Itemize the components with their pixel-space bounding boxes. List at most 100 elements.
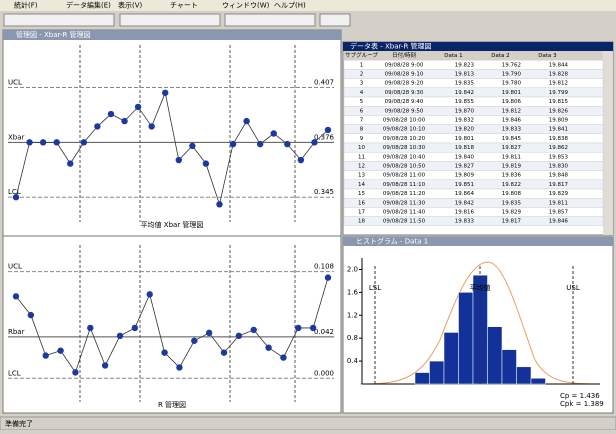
spec-label: 平均値 (470, 283, 491, 292)
column-header: Data 3 (538, 53, 557, 59)
scrollbar[interactable] (603, 51, 613, 235)
table-cell: 2 (360, 72, 364, 78)
table-cell: 19.835 (502, 200, 522, 206)
data-point (107, 110, 115, 118)
limit-label: LCL (8, 369, 21, 377)
data-point (220, 349, 228, 356)
data-point (176, 364, 183, 371)
data-point (67, 160, 74, 167)
table-cell: 09/08/28 9:10 (385, 72, 424, 78)
table-cell: 19.833 (502, 127, 522, 133)
y-tick-label: 2.0 (347, 265, 358, 273)
data-point (311, 139, 318, 146)
data-point (295, 324, 302, 332)
table-cell: 19.845 (502, 136, 522, 142)
column-header: サブグループ (345, 51, 378, 59)
data-point (162, 89, 169, 96)
data-point (12, 293, 20, 300)
data-point (297, 156, 305, 164)
table-cell: 19.819 (502, 164, 522, 170)
histogram-bar (516, 366, 532, 385)
data-point (265, 344, 272, 351)
table-cell: 10 (358, 145, 365, 151)
data-point (191, 337, 198, 344)
table-cell: 19.828 (549, 72, 569, 78)
table-cell: 19.809 (455, 173, 475, 179)
table-cell: 19.832 (455, 118, 474, 124)
limit-value: 0.345 (314, 188, 334, 196)
table-cell: 1 (360, 62, 364, 68)
table-cell: 16 (358, 200, 365, 206)
data-point (72, 369, 79, 376)
data-point (27, 311, 35, 319)
table-cell: 19.813 (455, 72, 475, 78)
table-cell: 3 (360, 81, 364, 87)
series-line (15, 277, 329, 374)
menu-item[interactable]: ウィンドウ(W) (222, 2, 270, 10)
table-cell: 19.842 (455, 90, 474, 96)
table-cell: 19.864 (455, 191, 475, 197)
data-point (161, 349, 168, 356)
data-point (280, 354, 287, 361)
limit-label: Rbar (8, 328, 25, 336)
table-cell: 14 (358, 182, 365, 188)
table-cell: 19.815 (549, 99, 569, 105)
menu-item[interactable]: チャート (170, 2, 198, 10)
table-cell: 19.823 (455, 62, 475, 68)
menu-item[interactable]: 表示(V) (118, 1, 143, 10)
table-cell: 09/08/28 11:40 (383, 210, 426, 216)
table-cell: 13 (358, 173, 365, 179)
histogram-bar (443, 332, 459, 385)
table-cell: 19.812 (502, 108, 521, 114)
table-cell: 19.853 (549, 154, 569, 160)
window-title: データ表 - Xbar-R 管理図 (350, 42, 432, 51)
limit-value: 0.108 (314, 263, 334, 271)
table-cell: 19.808 (502, 191, 522, 197)
table-cell: 5 (360, 99, 364, 105)
limit-label: UCL (8, 78, 22, 86)
histogram-bar (530, 378, 546, 385)
table-cell: 18 (358, 219, 365, 225)
table-row (343, 216, 604, 227)
data-point (229, 140, 237, 148)
menu-item[interactable]: データ編集(E) (66, 1, 111, 10)
title-bar (3, 30, 341, 40)
data-point (39, 139, 47, 146)
histogram-bar (458, 292, 474, 385)
chart-caption: 平均値 Xbar 管理図 (141, 220, 204, 229)
y-tick-label: 0.8 (347, 334, 358, 342)
table-cell: 15 (358, 191, 365, 197)
menu-item[interactable]: ヘルプ(H) (274, 2, 306, 10)
table-cell: 19.827 (455, 164, 475, 170)
table-cell: 19.822 (502, 182, 521, 188)
data-point (324, 126, 332, 134)
normal-curve (359, 261, 601, 385)
menu-item[interactable]: 統計(F) (14, 1, 38, 10)
data-point (131, 324, 139, 332)
window-title: ヒストグラム - Data 1 (356, 237, 428, 246)
table-cell: 19.848 (549, 173, 569, 179)
table-cell: 19.790 (502, 72, 522, 78)
data-point (26, 139, 33, 146)
cpk-label: Cpk = 1.389 (560, 400, 604, 408)
table-cell: 09/08/28 11:00 (383, 173, 426, 179)
table-cell: 19.857 (549, 210, 569, 216)
status-text: 準備完了 (5, 419, 33, 428)
table-cell: 09/08/28 10:20 (383, 136, 426, 142)
table-cell: 09/08/28 9:40 (385, 99, 424, 105)
table-cell: 19.835 (455, 81, 475, 87)
table-cell: 09/08/28 10:50 (383, 164, 426, 170)
table-cell: 6 (360, 108, 364, 114)
table-cell: 09/08/28 9:00 (385, 62, 424, 68)
table-cell: 09/08/28 9:30 (385, 90, 424, 96)
limit-value: 0.000 (314, 369, 334, 377)
table-cell: 09/08/28 11:50 (383, 219, 426, 225)
data-point (121, 117, 128, 125)
table-cell: 19.762 (502, 62, 521, 68)
limit-label: LCL (8, 188, 21, 196)
toolbar-buttons[interactable] (3, 13, 351, 27)
table-cell: 19.820 (455, 127, 475, 133)
table-cell: 19.836 (502, 173, 522, 179)
